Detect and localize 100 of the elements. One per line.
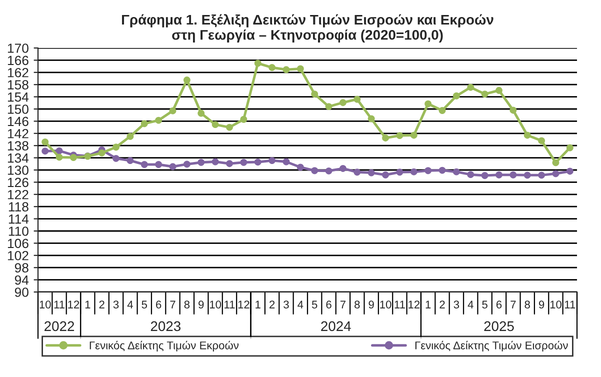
- point: [98, 149, 106, 156]
- x-tick-label: 6: [496, 300, 502, 308]
- x-tick-label: 4: [298, 300, 304, 308]
- point: [566, 144, 574, 152]
- point: [268, 64, 276, 71]
- x-tick-label: 1: [256, 300, 260, 308]
- y-tick-label: 138: [8, 141, 28, 151]
- x-tick-label: 3: [113, 300, 119, 308]
- y-tick-label: 130: [8, 166, 28, 175]
- y-tick-label: 126: [8, 178, 28, 188]
- point: [155, 161, 162, 168]
- x-tick-label: 8: [184, 300, 190, 308]
- y-tick-label: 114: [8, 214, 29, 224]
- x-tick-label: 2: [270, 300, 275, 308]
- y-tick-label: 106: [8, 238, 28, 248]
- x-tick-label: 12: [68, 300, 80, 308]
- y-tick-label: 158: [8, 80, 28, 90]
- point: [438, 107, 446, 114]
- x-tick-label: 3: [454, 300, 460, 308]
- point: [410, 168, 418, 176]
- x-tick-label: 4: [127, 300, 133, 308]
- y-tick-label: 98: [14, 263, 28, 273]
- x-tick-label: 6: [326, 300, 332, 308]
- point: [296, 65, 304, 72]
- point: [112, 144, 120, 151]
- point: [325, 167, 332, 174]
- point: [240, 116, 248, 123]
- text: 2022: [44, 321, 74, 332]
- y-tick-label: 154: [8, 92, 29, 102]
- x-tick-label: 3: [284, 300, 289, 308]
- x-tick-label: 2: [99, 300, 104, 308]
- x-tick-label: 5: [142, 300, 148, 308]
- x-tick-label: 12: [408, 300, 420, 308]
- point: [424, 100, 432, 108]
- point: [112, 154, 120, 162]
- point: [368, 115, 375, 122]
- x-tick-label: 1: [426, 300, 431, 308]
- point: [424, 167, 432, 174]
- point: [339, 99, 346, 106]
- point: [354, 96, 361, 103]
- point: [467, 171, 474, 178]
- point: [496, 171, 502, 178]
- point: [382, 171, 389, 178]
- legend-label: Γενικός Δείκτης Τιμών Εισροών: [415, 340, 568, 352]
- point: [339, 165, 346, 172]
- x-tick-label: 5: [482, 300, 488, 308]
- x-tick-label: 9: [368, 300, 374, 308]
- text: 2023: [150, 321, 180, 332]
- point: [524, 172, 531, 179]
- x-tick-label: 10: [550, 300, 562, 308]
- point: [552, 170, 560, 178]
- y-tick-label: 122: [8, 190, 28, 200]
- point: [42, 148, 49, 155]
- point: [354, 168, 361, 176]
- point: [538, 172, 546, 179]
- x-tick-label: 10: [210, 300, 222, 308]
- point: [254, 158, 262, 166]
- point: [282, 158, 290, 166]
- point: [42, 138, 49, 146]
- x-tick-label: 7: [170, 300, 176, 308]
- point: [481, 90, 488, 98]
- x-tick-label: 10: [380, 300, 392, 308]
- point: [70, 154, 77, 161]
- point: [268, 157, 276, 164]
- point: [155, 116, 162, 124]
- x-tick-label: 7: [510, 300, 516, 308]
- x-tick-label: 11: [394, 300, 405, 308]
- y-tick-label: 90: [14, 288, 28, 297]
- point: [183, 160, 190, 168]
- x-tick-label: 1: [85, 300, 90, 308]
- x-tick-label: 11: [54, 300, 65, 308]
- x-tick-label: 4: [468, 300, 474, 308]
- point: [126, 132, 134, 140]
- point: [496, 86, 502, 94]
- x-tick-label: 7: [340, 300, 346, 308]
- y-tick-label: 110: [8, 226, 28, 236]
- point: [212, 158, 219, 166]
- point: [510, 171, 517, 178]
- point: [396, 132, 404, 140]
- point: [254, 60, 262, 67]
- x-tick-label: 12: [238, 300, 250, 308]
- x-tick-label: 8: [354, 300, 360, 308]
- x-tick-label: 11: [564, 300, 576, 308]
- y-tick-label: 142: [8, 128, 28, 138]
- point: [524, 132, 531, 139]
- point: [282, 66, 290, 74]
- point: [481, 172, 488, 179]
- point: [169, 107, 176, 114]
- point: [368, 169, 375, 176]
- x-tick-label: 2: [440, 300, 445, 308]
- point: [126, 157, 134, 164]
- text: 2025: [484, 321, 514, 332]
- point: [226, 124, 233, 131]
- point: [212, 121, 219, 128]
- text: 2024: [321, 321, 351, 332]
- point: [566, 168, 574, 175]
- point: [140, 120, 148, 128]
- x-tick-label: 10: [40, 300, 51, 308]
- point: [240, 158, 248, 166]
- point: [56, 154, 63, 161]
